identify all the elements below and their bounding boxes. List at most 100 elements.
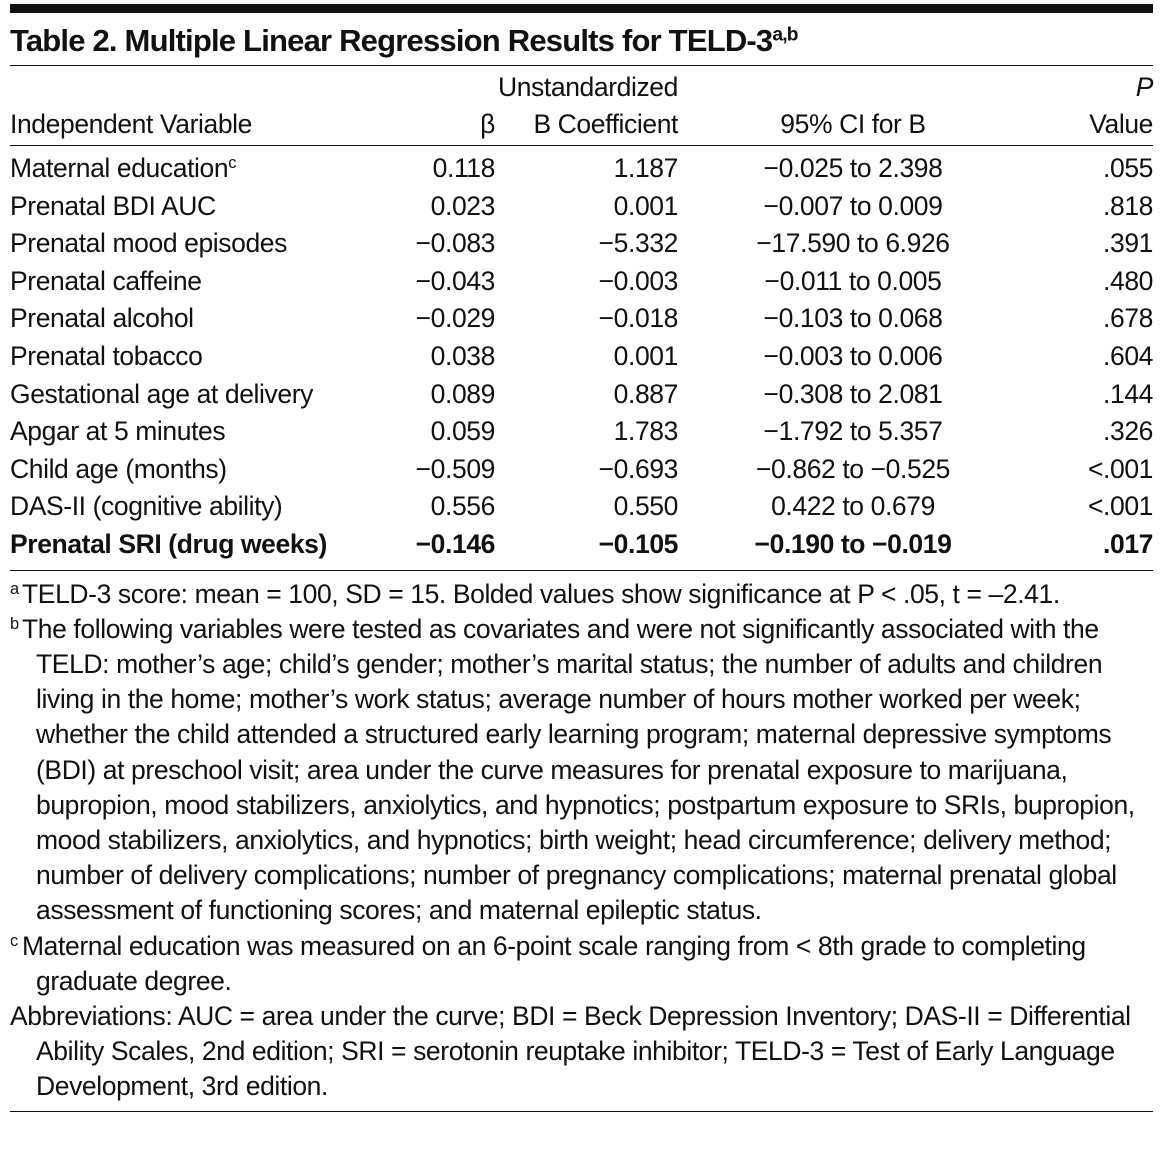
variable-cell: Gestational age at delivery — [10, 376, 380, 414]
beta-cell: 0.556 — [430, 491, 496, 522]
table-row: Prenatal mood episodes −0.083 −5.332 −17.59… — [10, 225, 1153, 263]
table-row: Prenatal alcohol −0.029 −0.018 −0.103 to 0.… — [10, 300, 1153, 338]
b-cell: 0.001 — [613, 190, 679, 221]
variable-name: Prenatal caffeine — [10, 265, 202, 296]
variable-name: Prenatal alcohol — [10, 303, 194, 334]
table-body: Maternal educationc 0.118 1.187 −0.025 to 2… — [10, 146, 1153, 571]
ci-cell: −0.190 to −0.019 — [754, 528, 952, 559]
b-cell: 0.550 — [613, 491, 679, 522]
table-header: Independent Variable β Unstandardized B C… — [10, 66, 1153, 146]
variable-cell: Prenatal BDI AUC — [10, 188, 380, 226]
ci-cell: −17.590 to 6.926 — [756, 228, 950, 259]
header-cell: Unstandardized B Coefficient — [495, 66, 678, 146]
p-cell: .678 — [1103, 303, 1153, 334]
table-figure: Table 2. Multiple Linear Regression Resu… — [10, 0, 1153, 1112]
p-cell: <.001 — [1087, 491, 1153, 522]
table-row: Prenatal caffeine −0.043 −0.003 −0.011 to 0… — [10, 263, 1153, 301]
title-text: Table 2. Multiple Linear Regression Resu… — [10, 23, 773, 58]
variable-cell: Prenatal caffeine — [10, 263, 380, 301]
ci-cell: −0.308 to 2.081 — [763, 378, 943, 409]
table-row: Child age (months) −0.509 −0.693 −0.862 to … — [10, 451, 1153, 489]
p-cell: .326 — [1103, 416, 1153, 447]
footnote: a TELD-3 score: mean = 100, SD = 15. Bold… — [10, 578, 1060, 609]
b-cell: 1.783 — [613, 416, 679, 447]
variable-cell: Maternal educationc — [10, 146, 380, 188]
footnote: b The following variables were tested as … — [10, 613, 1135, 926]
table-row: Prenatal SRI (drug weeks) −0.146 −0.105 −0.… — [10, 526, 1153, 570]
variable-name: Apgar at 5 minutes — [10, 416, 226, 447]
b-cell: −5.332 — [598, 228, 679, 259]
table-row: Prenatal tobacco 0.038 0.001 −0.003 to 0.00… — [10, 338, 1153, 376]
ci-cell: −0.025 to 2.398 — [763, 153, 943, 183]
b-cell: −0.693 — [598, 453, 679, 484]
table-row: Apgar at 5 minutes 0.059 1.783 −1.792 to 5.… — [10, 413, 1153, 451]
variable-cell: Apgar at 5 minutes — [10, 413, 380, 451]
ci-cell: 0.422 to 0.679 — [771, 491, 935, 522]
p-cell: .055 — [1103, 153, 1153, 183]
beta-cell: −0.083 — [415, 228, 496, 259]
beta-cell: 0.038 — [430, 340, 496, 371]
b-cell: −0.105 — [598, 528, 679, 559]
variable-cell: Prenatal SRI (drug weeks) — [10, 526, 380, 570]
beta-cell: −0.146 — [415, 528, 496, 559]
ci-cell: −0.103 to 0.068 — [763, 303, 943, 334]
p-cell: .391 — [1103, 228, 1153, 259]
variable-cell: Prenatal alcohol — [10, 300, 380, 338]
footnote-text: The following variables were tested as c… — [22, 613, 1135, 926]
footnote: c Maternal education was measured on an 6… — [10, 930, 1086, 996]
variable-name: Gestational age at delivery — [10, 378, 313, 409]
variable-name: Prenatal SRI (drug weeks) — [10, 528, 327, 559]
header-line: Value — [1089, 109, 1153, 139]
beta-cell: 0.059 — [430, 416, 496, 447]
header-line: P — [1135, 72, 1154, 102]
beta-cell: 0.089 — [430, 378, 496, 409]
footnote-marker: c — [228, 153, 237, 172]
beta-cell: 0.118 — [432, 153, 496, 183]
variable-name: Prenatal BDI AUC — [10, 190, 216, 221]
table-row: Prenatal BDI AUC 0.023 0.001 −0.007 to 0.00… — [10, 188, 1153, 226]
variable-name: DAS-II (cognitive ability) — [10, 491, 283, 522]
beta-cell: −0.509 — [415, 453, 496, 484]
ci-cell: −1.792 to 5.357 — [763, 416, 943, 447]
table-row: DAS-II (cognitive ability) 0.556 0.550 0.42… — [10, 488, 1153, 526]
p-cell: <.001 — [1087, 453, 1153, 484]
variable-name: Maternal education — [10, 153, 229, 183]
b-cell: 0.001 — [613, 340, 679, 371]
beta-cell: −0.043 — [415, 265, 496, 296]
table-title: Table 2. Multiple Linear Regression Resu… — [10, 19, 1153, 63]
p-cell: .480 — [1103, 265, 1153, 296]
header-row: Independent Variable β Unstandardized B C… — [10, 66, 1153, 146]
variable-cell: Prenatal tobacco — [10, 338, 380, 376]
p-cell: .017 — [1103, 528, 1153, 559]
footnote-text: Maternal education was measured on an 6-… — [22, 930, 1086, 996]
header-cell: β — [480, 109, 495, 139]
b-cell: 0.887 — [613, 378, 679, 409]
top-rule — [10, 4, 1153, 13]
header-line: Unstandardized — [497, 72, 678, 102]
p-cell: .818 — [1103, 190, 1153, 221]
table-row: Maternal educationc 0.118 1.187 −0.025 to 2… — [10, 146, 1153, 188]
beta-cell: −0.029 — [415, 303, 496, 334]
b-cell: −0.003 — [598, 265, 679, 296]
b-cell: −0.018 — [598, 303, 679, 334]
ci-cell: −0.862 to −0.525 — [755, 453, 950, 484]
title-superscript: a,b — [772, 24, 798, 46]
variable-name: Child age (months) — [10, 453, 227, 484]
variable-name: Prenatal tobacco — [10, 340, 203, 371]
variable-cell: Child age (months) — [10, 451, 380, 489]
variable-cell: DAS-II (cognitive ability) — [10, 488, 380, 526]
table-row: Gestational age at delivery 0.089 0.887 −0.… — [10, 376, 1153, 414]
variable-cell: Prenatal mood episodes — [10, 225, 380, 263]
header-cell: P Value — [1028, 66, 1153, 146]
p-cell: .604 — [1103, 340, 1153, 371]
table-notes: a TELD-3 score: mean = 100, SD = 15. Bold… — [10, 571, 1153, 1112]
abbreviations-text: Abbreviations: AUC = area under the curv… — [10, 1000, 1131, 1102]
header-cell: 95% CI for B — [780, 109, 926, 139]
p-cell: .144 — [1103, 378, 1153, 409]
ci-cell: −0.011 to 0.005 — [764, 265, 942, 296]
header-cell: Independent Variable — [10, 109, 252, 139]
regression-table: Independent Variable β Unstandardized B C… — [10, 65, 1153, 571]
ci-cell: −0.003 to 0.006 — [763, 340, 943, 371]
footnote-text: TELD-3 score: mean = 100, SD = 15. Bolde… — [22, 578, 1060, 609]
